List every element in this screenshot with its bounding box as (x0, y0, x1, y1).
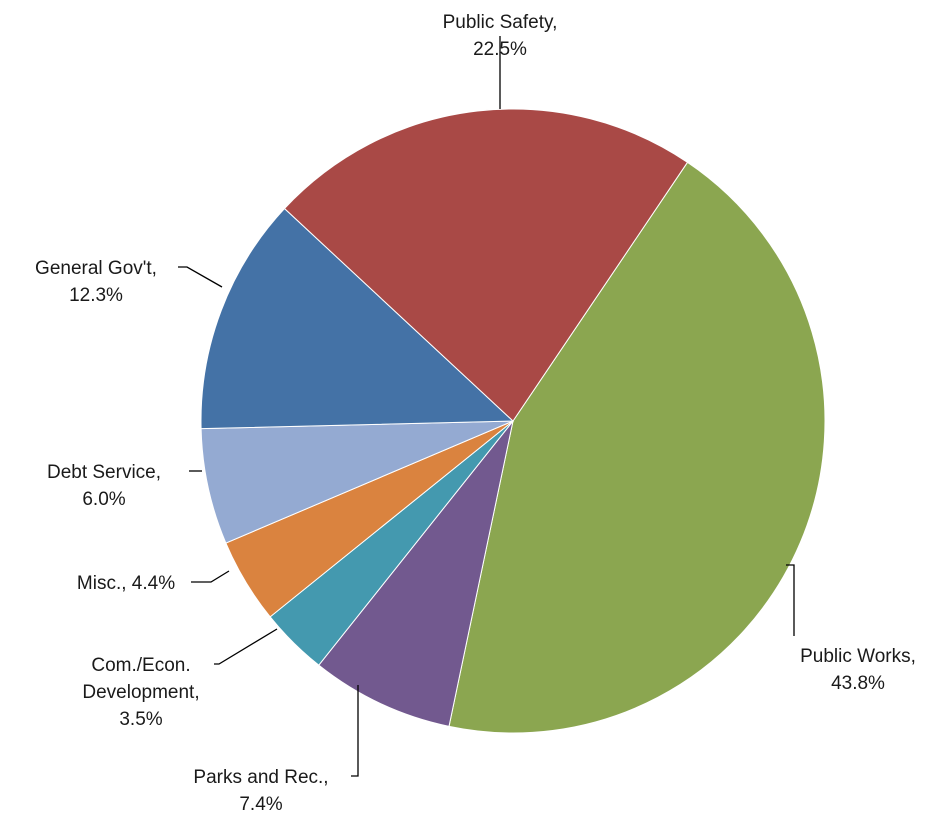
data-label-parks-and-rec: Parks and Rec., 7.4% (193, 767, 328, 813)
slice-labels: Public Works, 43.8% Parks and Rec., 7.4% Com… (35, 12, 916, 813)
leader-line-public-works (786, 564, 795, 636)
data-label-misc: Misc., 4.4% (77, 573, 175, 594)
pie-slice-public-works (448, 161, 826, 734)
data-label-com-econ-development: Com./Econ. Development, 3.5% (82, 655, 199, 730)
pie-slice-parks-and-rec (318, 420, 514, 727)
data-label-public-safety: Public Safety, 22.5% (443, 12, 558, 60)
leader-line-misc (191, 570, 230, 583)
leader-line-general-gov-t (178, 266, 223, 288)
pie-slice-general-gov-t (200, 207, 515, 430)
data-label-debt-service: Debt Service, 6.0% (47, 462, 161, 510)
leader-lines (178, 36, 795, 777)
pie-slices (200, 108, 826, 734)
leader-line-com-econ-development (214, 628, 278, 665)
leader-line-parks-and-rec (351, 685, 359, 777)
data-label-general-gov-t: General Gov't, 12.3% (35, 258, 157, 306)
data-label-public-works: Public Works, 43.8% (800, 646, 916, 694)
pie-slice-public-safety (283, 108, 689, 422)
